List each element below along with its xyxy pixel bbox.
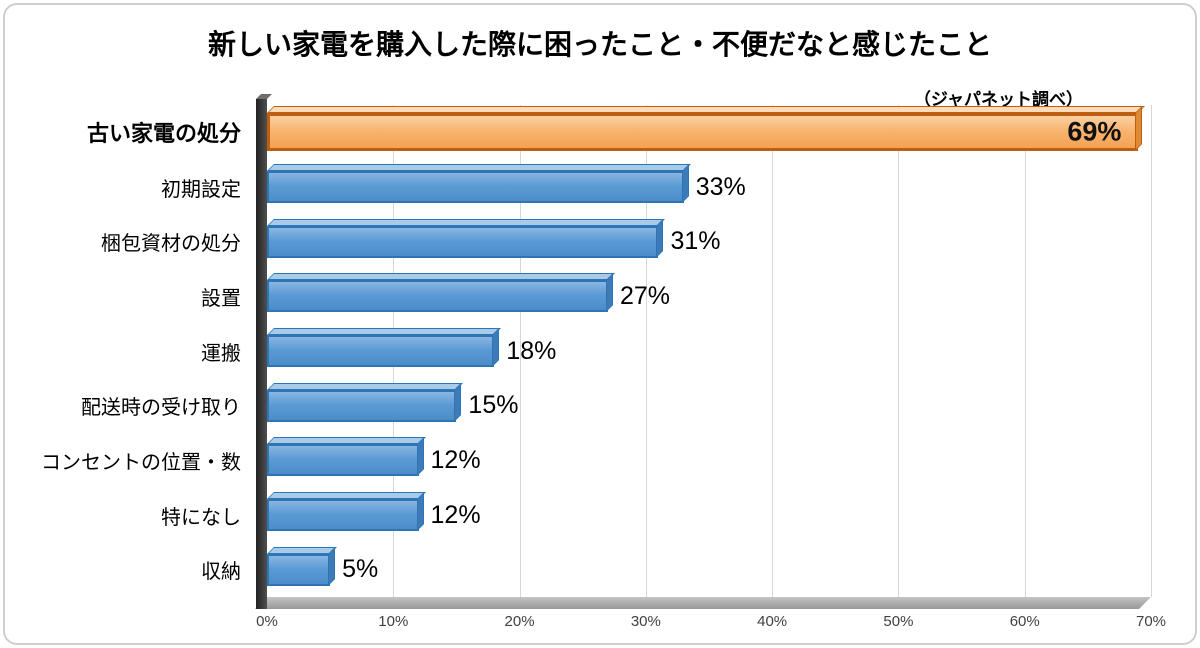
gridline-30pct xyxy=(645,105,647,597)
bar-row: 古い家電の処分 69% xyxy=(87,105,1151,160)
category-label: 古い家電の処分 xyxy=(86,121,241,147)
value-label: 27% xyxy=(619,281,671,310)
x-tick-label: 50% xyxy=(883,613,914,630)
x-tick-label: 20% xyxy=(504,613,535,630)
value-label: 12% xyxy=(430,445,481,474)
bar-rows: 古い家電の処分 69% 初期設定 33% 梱包資材の処分 xyxy=(41,105,1151,597)
bar xyxy=(267,171,684,203)
value-label: 15% xyxy=(468,391,519,420)
bar-row: 特になし 12% xyxy=(161,488,1151,543)
category-label: 初期設定 xyxy=(161,178,241,201)
bar-row: 配送時の受け取り 15% xyxy=(81,378,1151,433)
chart-floor xyxy=(255,597,1151,609)
gridline-40pct xyxy=(772,105,774,597)
gridline-20pct xyxy=(519,105,521,597)
x-tick-label: 30% xyxy=(630,613,661,630)
bar-row: 初期設定 33% xyxy=(161,160,1151,215)
category-label: コンセントの位置・数 xyxy=(41,451,241,474)
category-label: 収納 xyxy=(201,561,241,584)
value-label: 69% xyxy=(1067,116,1122,147)
category-label: 運搬 xyxy=(201,342,241,365)
bar xyxy=(267,280,608,313)
gridline-70pct xyxy=(1151,105,1152,597)
bar xyxy=(267,225,659,258)
page-title: 新しい家電を購入した際に困ったこと・不便だなと感じたこと xyxy=(207,29,992,60)
gridline-50pct xyxy=(898,105,900,597)
bar-row: 収納 5% xyxy=(201,542,1151,597)
bar-row: 運搬 18% xyxy=(201,324,1151,379)
bar-track xyxy=(267,488,419,543)
bar-row: コンセントの位置・数 12% xyxy=(41,433,1151,488)
bar-track xyxy=(267,269,608,324)
bar-track xyxy=(267,433,419,488)
x-tick-label: 60% xyxy=(1009,613,1040,630)
x-tick-label: 70% xyxy=(1135,613,1167,630)
value-label: 33% xyxy=(695,172,746,201)
bar xyxy=(267,499,419,532)
value-label: 31% xyxy=(670,227,721,256)
value-label: 12% xyxy=(430,500,481,529)
value-label: 5% xyxy=(342,555,379,584)
bar-track: 69% xyxy=(267,105,1139,160)
bar-row: 梱包資材の処分 31% xyxy=(101,214,1151,269)
bar-track xyxy=(267,542,331,597)
x-axis: 0% 10% 20% 30% 40% 50% 60% 70% xyxy=(256,613,1166,635)
x-tick-label: 40% xyxy=(757,613,788,630)
chart-wall xyxy=(256,99,267,609)
category-label: 特になし xyxy=(161,506,241,529)
x-tick-label: 0% xyxy=(256,613,278,630)
value-label: 18% xyxy=(506,336,557,365)
bar xyxy=(267,389,457,422)
category-label: 梱包資材の処分 xyxy=(101,233,241,256)
chart-frame: 新しい家電を購入した際に困ったこと・不便だなと感じたこと （ジャパネット調べ） … xyxy=(3,3,1197,645)
bar-track xyxy=(267,214,659,269)
bar-highlight: 69% xyxy=(267,113,1139,152)
plot-area: 古い家電の処分 69% 初期設定 33% 梱包資材の処分 xyxy=(41,99,1152,609)
bar xyxy=(267,553,331,586)
source-note: （ジャパネット調べ） xyxy=(913,90,1083,109)
gridline-60pct xyxy=(1024,105,1026,597)
category-label: 配送時の受け取り xyxy=(81,397,241,420)
bar-track xyxy=(267,324,495,379)
category-label: 設置 xyxy=(201,287,241,310)
bar-row: 設置 27% xyxy=(201,269,1151,324)
x-tick-label: 10% xyxy=(378,613,409,630)
bar xyxy=(267,444,419,477)
bar-track xyxy=(267,378,457,433)
bar-track xyxy=(267,160,684,215)
bar xyxy=(267,335,495,368)
